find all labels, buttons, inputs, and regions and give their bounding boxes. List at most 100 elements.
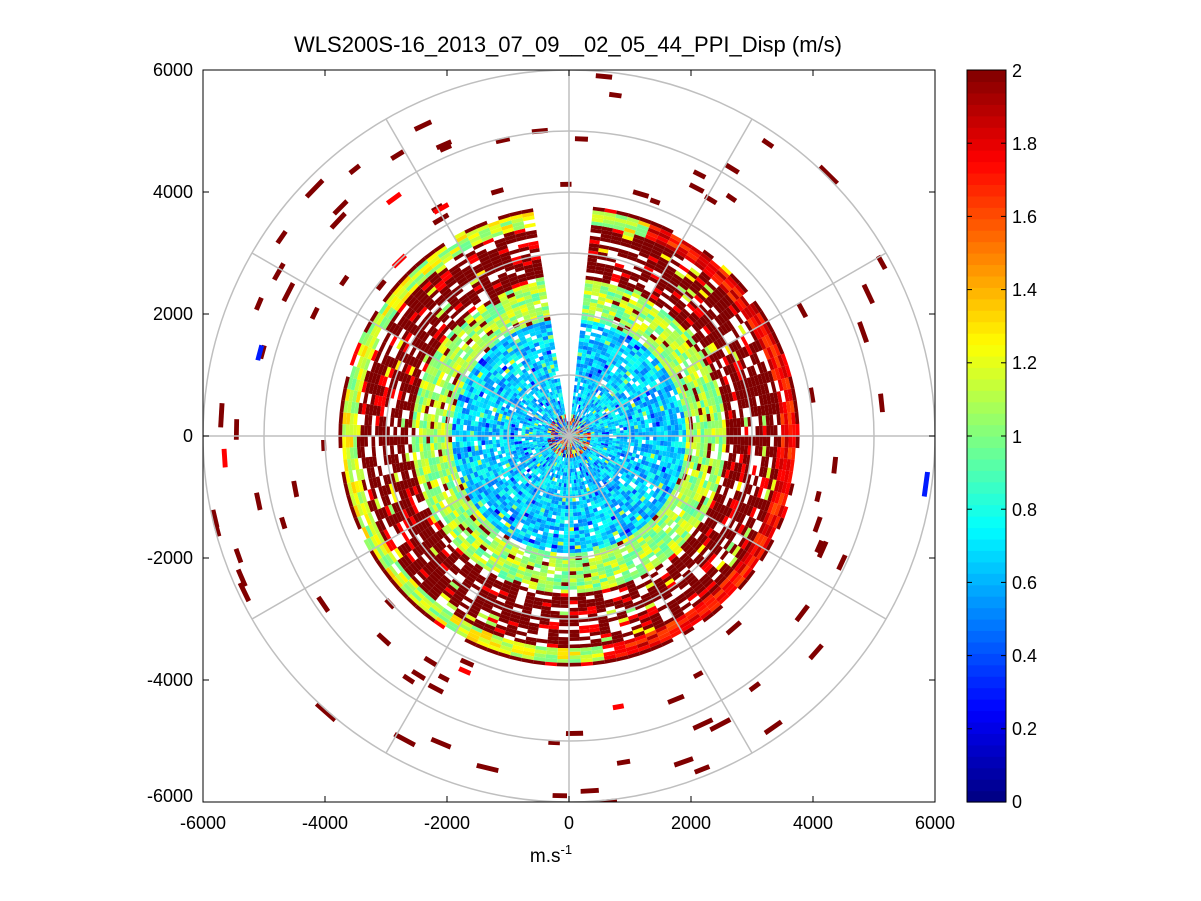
ppi-cell: [577, 400, 581, 405]
ppi-cell: [594, 429, 598, 432]
ppi-cell: [560, 593, 569, 597]
ppi-cell: [526, 461, 531, 467]
ppi-cell: [521, 453, 526, 457]
ppi-cell: [607, 446, 612, 450]
ppi-cell: [587, 365, 592, 370]
ppi-cell: [546, 482, 551, 488]
ppi-cell: [554, 438, 559, 441]
ppi-cell: [663, 425, 668, 431]
ppi-cell: [539, 437, 544, 440]
ppi-cell: [625, 387, 632, 393]
ppi-cell: [553, 533, 559, 538]
ppi-cell: [586, 439, 591, 442]
ppi-cell: [422, 443, 427, 452]
ppi-cell: [543, 433, 548, 435]
ppi-cell: [575, 501, 580, 506]
ppi-cell: [556, 421, 560, 426]
ppi-cell: [547, 415, 551, 419]
ppi-cell: [557, 412, 561, 417]
ppi-cell: [586, 380, 590, 385]
ppi-cell: [655, 421, 660, 427]
ppi-cell: [518, 443, 523, 447]
ppi-cell: [634, 432, 639, 436]
ppi-cell: [612, 442, 616, 446]
ppi-cell: [696, 436, 701, 443]
ppi-cell: [535, 449, 540, 453]
ppi-cell: [560, 423, 563, 428]
ppi-cell: [550, 438, 555, 440]
ppi-cell: [572, 396, 576, 400]
ppi-cell: [575, 403, 578, 408]
ppi-cell: [711, 420, 716, 429]
ppi-cell: [532, 441, 537, 444]
ppi-cell: [571, 438, 575, 442]
ppi-cell: [466, 436, 471, 442]
ppi-cell: [529, 427, 534, 431]
ppi-cell: [529, 401, 534, 407]
ppi-cell: [411, 436, 416, 445]
ppi-cell: [583, 364, 588, 369]
ppi-cell: [529, 443, 534, 447]
ppi-cell: [577, 442, 582, 445]
ppi-cell: [638, 412, 644, 418]
ppi-cell: [704, 436, 709, 444]
ppi-cell: [585, 418, 589, 423]
ppi-cell: [523, 495, 530, 501]
ppi-cell: [603, 406, 608, 411]
ppi-cell: [551, 456, 555, 461]
ppi-cell: [589, 425, 593, 429]
ppi-cell: [521, 468, 527, 473]
ppi-cell: [503, 445, 509, 450]
ppi-cell: [569, 582, 577, 587]
ppi-cell: [560, 444, 563, 449]
ppi-cell: [575, 479, 579, 483]
ppi-cell: [574, 449, 577, 454]
ppi-cell: [588, 461, 592, 466]
ppi-cell: [590, 440, 595, 443]
ppi-cell: [554, 466, 558, 471]
ppi-cell: [563, 453, 566, 458]
ppi-cell: [523, 396, 529, 402]
ppi-cell: [550, 480, 555, 485]
ppi-cell: [576, 504, 581, 509]
ppi-cell: [437, 442, 442, 450]
ppi-cell: [534, 480, 540, 486]
ppi-cell: [547, 410, 551, 415]
ppi-cell: [591, 492, 596, 498]
ppi-cell: [645, 440, 650, 445]
ppi-cell: [529, 425, 534, 429]
ppi-cell: [555, 439, 559, 442]
ppi-cell: [578, 345, 584, 350]
ppi-cell: [627, 455, 632, 460]
ppi-cell: [512, 417, 517, 422]
ppi-cell: [592, 400, 597, 405]
ppi-cell: [597, 369, 603, 374]
ppi-cell: [564, 453, 567, 458]
ppi-cell: [522, 485, 528, 490]
ppi-cell: [561, 441, 565, 445]
ppi-cell: [558, 432, 563, 434]
ppi-cell: [589, 497, 594, 503]
ppi-cell: [504, 459, 509, 465]
ppi-cell: [633, 409, 639, 415]
ppi-cell: [575, 366, 580, 371]
ppi-cell: [573, 392, 576, 397]
ppi-cell: [591, 504, 597, 510]
ppi-cell: [545, 417, 550, 421]
ppi-cell: [545, 505, 551, 511]
ppi-cell: [632, 406, 638, 412]
ppi-cell: [551, 371, 557, 376]
ppi-cell: [533, 415, 538, 420]
ppi-cell: [415, 443, 420, 453]
ppi-cell: [563, 438, 567, 441]
ppi-cell: [685, 423, 690, 430]
ppi-cell: [578, 470, 582, 475]
ppi-cell: [570, 446, 572, 451]
ppi-cell: [624, 406, 630, 411]
ppi-cell: [605, 418, 610, 422]
ppi-cell: [570, 465, 573, 469]
ppi-cell: [604, 377, 610, 383]
ppi-cell: [478, 421, 483, 427]
ppi-cell: [501, 414, 507, 419]
ppi-cell: [515, 477, 520, 483]
